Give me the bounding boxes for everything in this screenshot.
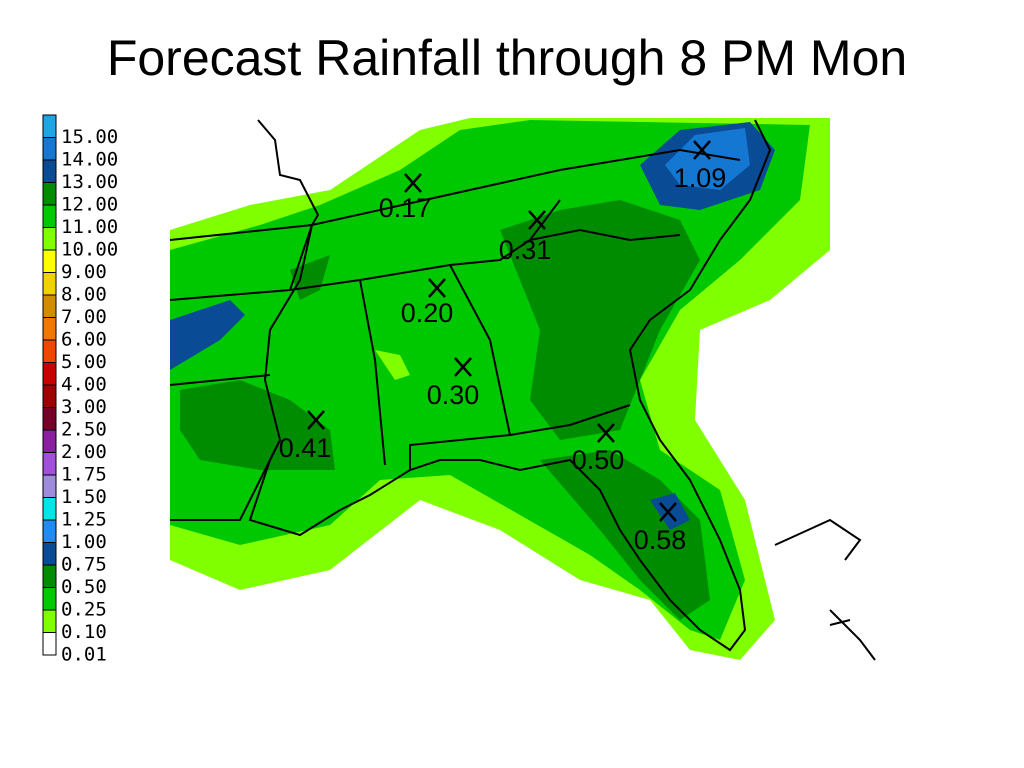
station-marker <box>307 410 325 430</box>
station-value: 0.58 <box>634 525 687 555</box>
legend-swatch <box>42 159 57 183</box>
legend-swatch <box>42 137 57 161</box>
station-marker <box>659 502 677 522</box>
station-marker <box>528 210 546 230</box>
legend-label: 15.00 <box>61 126 118 148</box>
borders <box>169 119 876 661</box>
station-value: 0.41 <box>279 433 332 463</box>
legend-label: 1.75 <box>61 464 107 486</box>
legend-label: 4.00 <box>61 374 107 396</box>
legend-swatch <box>42 114 57 138</box>
legend: 15.0014.0013.0012.0011.0010.009.008.007.… <box>42 114 118 666</box>
legend-swatch <box>42 497 57 521</box>
stations: 0.17 0.31 1.09 0.20 0.30 0.41 0.50 0.58 <box>279 140 727 555</box>
legend-label: 2.00 <box>61 441 107 463</box>
legend-swatch <box>42 564 57 588</box>
legend-label: 1.50 <box>61 486 107 508</box>
legend-label: 0.10 <box>61 621 107 643</box>
station-value: 0.20 <box>401 298 454 328</box>
legend-swatch <box>42 609 57 633</box>
station-value: 0.31 <box>499 235 552 265</box>
station-value: 0.17 <box>379 193 432 223</box>
legend-label: 2.50 <box>61 419 107 441</box>
legend-label: 1.00 <box>61 531 107 553</box>
legend-label: 10.00 <box>61 239 118 261</box>
legend-label: 14.00 <box>61 149 118 171</box>
legend-swatch <box>42 384 57 408</box>
legend-swatch <box>42 474 57 498</box>
legend-swatch <box>42 272 57 296</box>
legend-swatch <box>42 204 57 228</box>
legend-label: 0.75 <box>61 554 107 576</box>
legend-swatch <box>42 227 57 251</box>
station-value: 0.50 <box>572 445 625 475</box>
station-marker <box>428 278 446 298</box>
legend-swatch <box>42 519 57 543</box>
legend-swatch <box>42 587 57 611</box>
legend-label: 3.00 <box>61 396 107 418</box>
station-marker <box>454 357 472 377</box>
legend-label: 6.00 <box>61 329 107 351</box>
legend-swatch <box>42 362 57 386</box>
legend-label: 0.50 <box>61 576 107 598</box>
legend-swatch <box>42 294 57 318</box>
station-marker <box>404 173 422 193</box>
title: Forecast Rainfall through 8 PM Mon <box>107 30 907 86</box>
legend-swatch <box>42 317 57 341</box>
legend-label: 9.00 <box>61 261 107 283</box>
legend-label: 5.00 <box>61 351 107 373</box>
legend-swatch <box>42 249 57 273</box>
legend-label: 0.01 <box>61 644 107 666</box>
station-value: 0.30 <box>427 380 480 410</box>
rain-fields <box>170 118 830 660</box>
legend-label: 13.00 <box>61 171 118 193</box>
station-value: 1.09 <box>674 163 727 193</box>
legend-swatch <box>42 407 57 431</box>
legend-swatch <box>42 452 57 476</box>
legend-label: 8.00 <box>61 284 107 306</box>
station-marker <box>693 140 711 160</box>
legend-label: 0.25 <box>61 599 107 621</box>
station-marker <box>597 423 615 443</box>
legend-swatch <box>42 429 57 453</box>
legend-label: 11.00 <box>61 216 118 238</box>
legend-swatch <box>42 632 57 656</box>
legend-label: 1.25 <box>61 509 107 531</box>
legend-label: 7.00 <box>61 306 107 328</box>
legend-swatch <box>42 542 57 566</box>
legend-swatch <box>42 182 57 206</box>
legend-swatch <box>42 339 57 363</box>
legend-label: 12.00 <box>61 194 118 216</box>
